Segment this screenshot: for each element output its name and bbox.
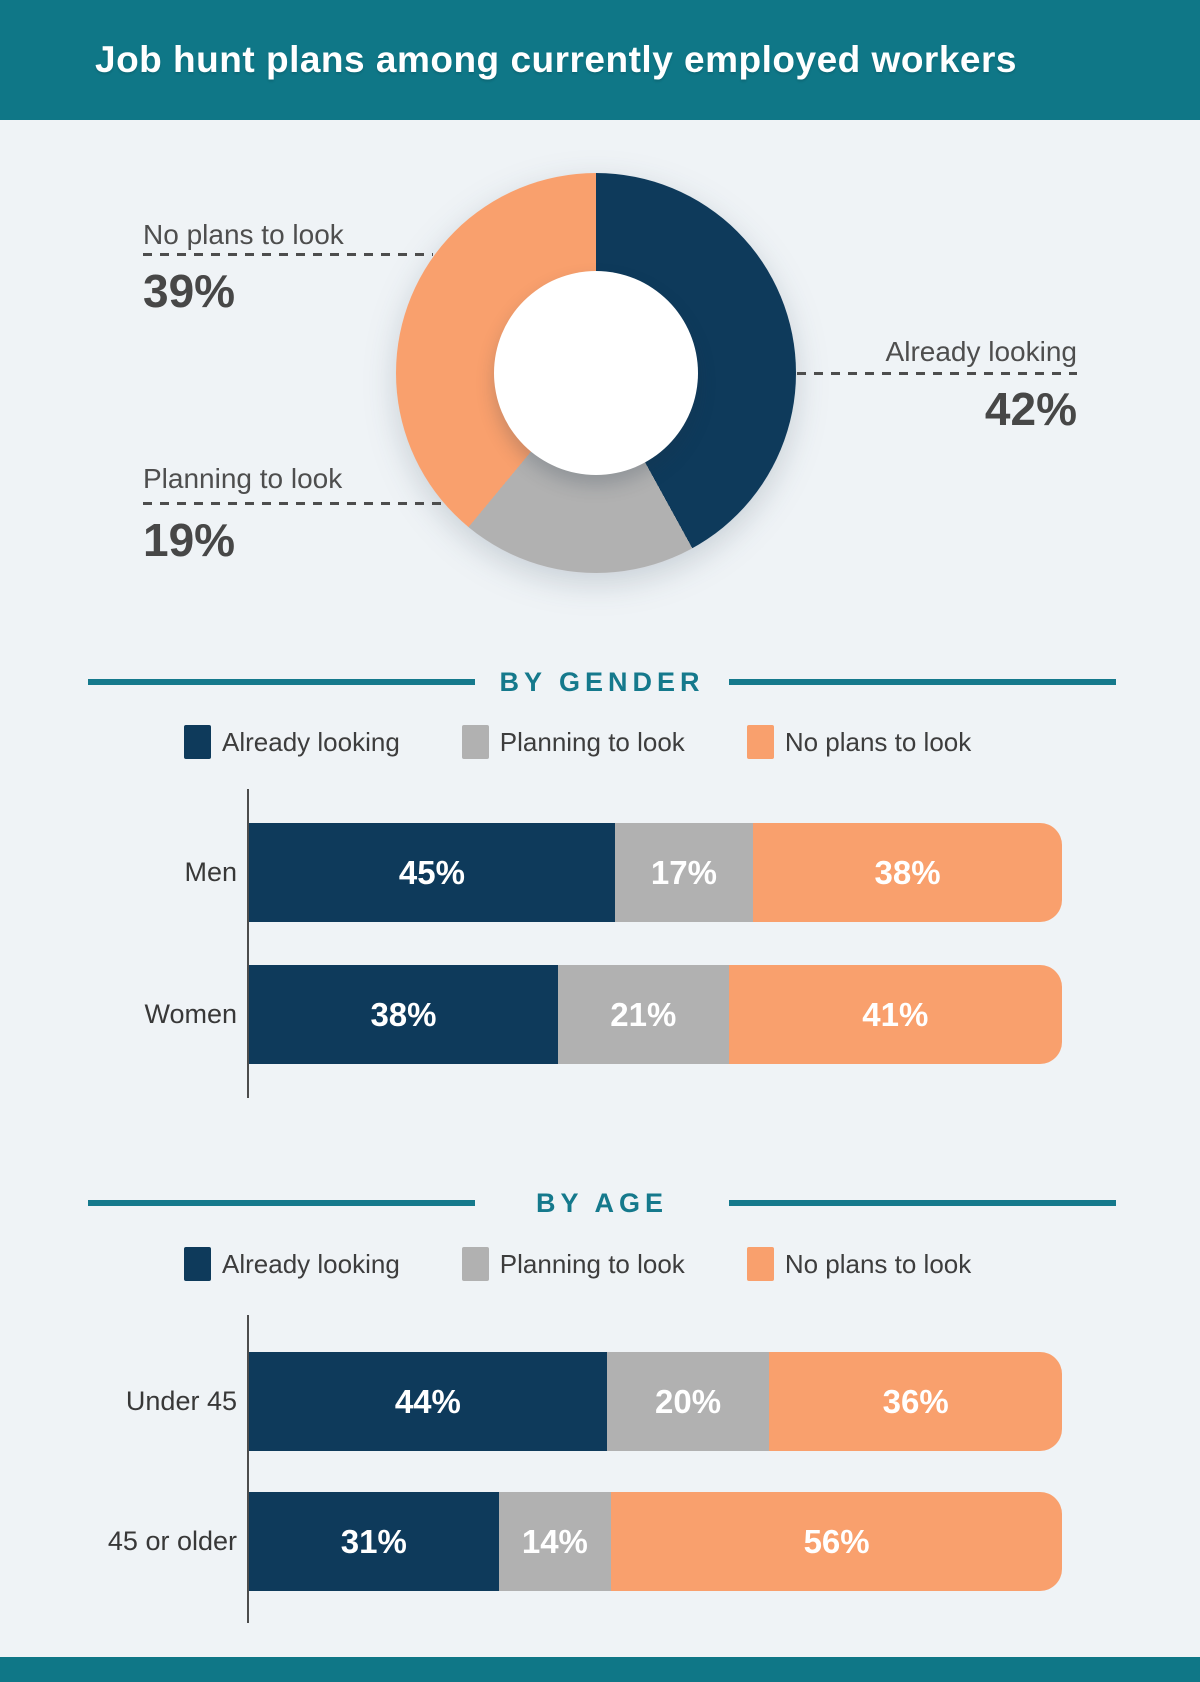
bar-segment-women-planning: 21% xyxy=(557,965,729,1064)
footer-band xyxy=(0,1657,1200,1682)
donut-leader-line-no-plans xyxy=(143,253,433,256)
age-legend: Already looking Planning to look No plan… xyxy=(184,1246,971,1282)
bar-segment-under45-planning: 20% xyxy=(606,1352,770,1451)
bar-segment-under45-already: 44% xyxy=(249,1352,607,1451)
age-section-header: BY AGE xyxy=(88,1185,1116,1221)
donut-value-no-plans: 39% xyxy=(143,265,236,317)
legend-item-already-looking: Already looking xyxy=(184,725,400,759)
legend-item-no-plans-to-look: No plans to look xyxy=(746,1247,972,1281)
row-label-45-or-older: 45 or older xyxy=(107,1526,237,1556)
divider-line xyxy=(88,1200,475,1206)
legend-item-already-looking: Already looking xyxy=(184,1247,400,1281)
donut-label-no-plans: No plans to look xyxy=(143,219,344,250)
bar-men: 45% 17% 38% xyxy=(249,823,1062,922)
bar-segment-women-already: 38% xyxy=(249,965,558,1064)
bar-segment-under45-no-plans: 36% xyxy=(769,1352,1062,1451)
bar-45-or-older: 31% 14% 56% xyxy=(249,1492,1062,1591)
legend-item-no-plans-to-look: No plans to look xyxy=(746,725,972,759)
divider-line xyxy=(88,679,475,685)
legend-label: Planning to look xyxy=(499,726,685,757)
bar-segment-45plus-planning: 14% xyxy=(498,1492,612,1591)
row-label-men: Men xyxy=(184,857,237,887)
donut-value-already: 42% xyxy=(984,383,1077,435)
gender-chart-axis xyxy=(247,789,249,1098)
bar-segment-men-no-plans: 38% xyxy=(753,823,1062,922)
row-label-women: Women xyxy=(144,999,237,1029)
gray-swatch-icon xyxy=(461,1247,489,1281)
legend-item-planning-to-look: Planning to look xyxy=(461,1247,685,1281)
gender-section-title: BY GENDER xyxy=(499,666,705,697)
bar-segment-women-no-plans: 41% xyxy=(728,965,1062,1064)
navy-swatch-icon xyxy=(184,1247,211,1281)
page-title: Job hunt plans among currently employed … xyxy=(95,39,1017,80)
row-label-under-45: Under 45 xyxy=(125,1386,237,1416)
legend-label: Planning to look xyxy=(499,1248,685,1279)
orange-swatch-icon xyxy=(746,1247,774,1281)
bar-women: 38% 21% 41% xyxy=(249,965,1062,1064)
donut-leader-line-planning xyxy=(143,502,447,505)
legend-label: No plans to look xyxy=(784,1248,972,1279)
donut-label-already: Already looking xyxy=(885,336,1077,367)
bar-segment-45plus-already: 31% xyxy=(249,1492,499,1591)
legend-label: Already looking xyxy=(222,1248,400,1279)
bar-segment-men-already: 45% xyxy=(249,823,615,922)
orange-swatch-icon xyxy=(746,725,774,759)
legend-label: No plans to look xyxy=(784,726,972,757)
age-section-title: BY AGE xyxy=(535,1187,669,1218)
gender-legend: Already looking Planning to look No plan… xyxy=(184,724,971,760)
header-band: Job hunt plans among currently employed … xyxy=(0,0,1200,120)
donut-hole xyxy=(494,271,698,475)
donut-leader-line-already xyxy=(797,372,1077,375)
bar-segment-men-planning: 17% xyxy=(614,823,754,922)
divider-line xyxy=(729,1200,1116,1206)
navy-swatch-icon xyxy=(184,725,211,759)
legend-item-planning-to-look: Planning to look xyxy=(461,725,685,759)
divider-line xyxy=(729,679,1116,685)
bar-segment-45plus-no-plans: 56% xyxy=(611,1492,1062,1591)
bar-under-45: 44% 20% 36% xyxy=(249,1352,1062,1451)
donut-label-planning: Planning to look xyxy=(143,463,343,494)
age-chart-axis xyxy=(247,1315,249,1623)
gray-swatch-icon xyxy=(461,725,489,759)
legend-label: Already looking xyxy=(222,726,400,757)
donut-value-planning: 19% xyxy=(143,514,236,566)
gender-section-header: BY GENDER xyxy=(88,664,1116,700)
